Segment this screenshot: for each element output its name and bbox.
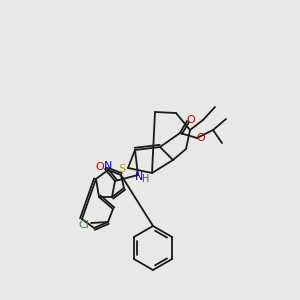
- Text: H: H: [142, 174, 150, 184]
- Text: N: N: [135, 172, 143, 182]
- Text: Cl: Cl: [79, 220, 89, 230]
- Text: O: O: [187, 115, 195, 125]
- Text: N: N: [104, 161, 112, 171]
- Text: O: O: [196, 133, 206, 143]
- Text: O: O: [96, 162, 104, 172]
- Text: S: S: [118, 164, 126, 174]
